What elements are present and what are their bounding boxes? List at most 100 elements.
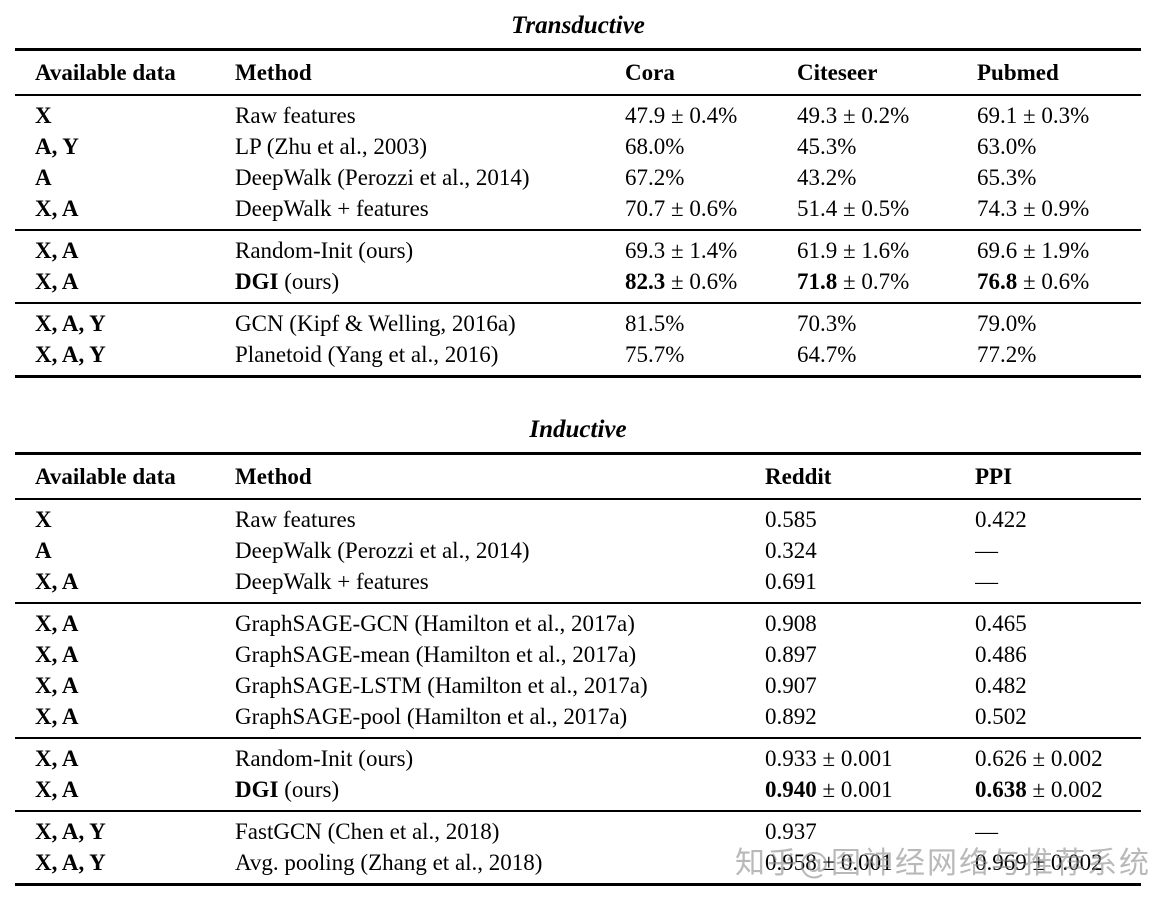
col-header-method: Method: [235, 453, 765, 500]
value-text: 77.2%: [977, 342, 1037, 367]
value-cell: 0.465: [975, 603, 1141, 639]
value-text: 70.7 ± 0.6%: [625, 196, 738, 221]
table-group: X, A Random-Init (ours) 69.3 ± 1.4% 61.9 ± …: [15, 230, 1141, 303]
table-row: X Raw features 47.9 ± 0.4% 49.3 ± 0.2% 69.1 …: [15, 95, 1141, 131]
value-text: 63.0%: [977, 134, 1037, 159]
method-name: DeepWalk (Perozzi et al., 2014): [235, 165, 530, 190]
table-group: X Raw features 47.9 ± 0.4% 49.3 ± 0.2% 69.1 …: [15, 95, 1141, 230]
value-text: 64.7%: [797, 342, 857, 367]
method-name-bold: DGI: [235, 269, 279, 294]
method-name: (ours): [278, 777, 340, 802]
method-name: DeepWalk (Perozzi et al., 2014): [235, 538, 530, 563]
value-text: —: [975, 819, 998, 844]
available-data-text: X, A: [35, 642, 79, 667]
value-cell: 70.3%: [797, 303, 977, 339]
value-cell: 79.0%: [977, 303, 1141, 339]
value-bold: 0.638: [975, 777, 1027, 802]
value-text: 43.2%: [797, 165, 857, 190]
table-header: Available data Method Reddit PPI: [15, 453, 1141, 500]
table-row: X, A, Y Planetoid (Yang et al., 2016) 75.7…: [15, 339, 1141, 377]
value-cell: 0.892: [765, 701, 975, 738]
available-data-text: X: [35, 507, 52, 532]
col-header-available-data: Available data: [15, 49, 235, 96]
value-cell: 0.940 ± 0.001: [765, 774, 975, 811]
available-data-text: X: [35, 103, 52, 128]
method-name: Raw features: [235, 507, 356, 532]
value-text: 0.324: [765, 538, 817, 563]
method-cell: Random-Init (ours): [235, 230, 625, 266]
method-cell: GraphSAGE-pool (Hamilton et al., 2017a): [235, 701, 765, 738]
value-text: 67.2%: [625, 165, 685, 190]
table-group: X, A Random-Init (ours) 0.933 ± 0.001 0.626…: [15, 738, 1141, 811]
table-row: A, Y LP (Zhu et al., 2003) 68.0% 45.3% 63.0%: [15, 131, 1141, 162]
available-data-text: X, A: [35, 611, 79, 636]
col-header-method: Method: [235, 49, 625, 96]
value-text: ± 0.6%: [1017, 269, 1090, 294]
available-data-text: X, A: [35, 673, 79, 698]
available-data-cell: X, A: [15, 603, 235, 639]
available-data-cell: X, A, Y: [15, 303, 235, 339]
method-name: GraphSAGE-pool (Hamilton et al., 2017a): [235, 704, 628, 729]
method-name-bold: DGI: [235, 777, 279, 802]
value-text: 45.3%: [797, 134, 857, 159]
method-cell: DeepWalk + features: [235, 193, 625, 230]
value-bold: 0.940: [765, 777, 817, 802]
value-cell: 68.0%: [625, 131, 797, 162]
available-data-text: X, A, Y: [35, 311, 106, 336]
value-text: 0.691: [765, 569, 817, 594]
method-cell: GraphSAGE-LSTM (Hamilton et al., 2017a): [235, 670, 765, 701]
value-cell: 0.324: [765, 535, 975, 566]
value-text: 0.933 ± 0.001: [765, 746, 893, 771]
value-cell: 69.6 ± 1.9%: [977, 230, 1141, 266]
value-text: 68.0%: [625, 134, 685, 159]
available-data-cell: A: [15, 162, 235, 193]
value-text: 65.3%: [977, 165, 1037, 190]
value-text: ± 0.001: [816, 777, 893, 802]
available-data-cell: X, A: [15, 774, 235, 811]
available-data-cell: X: [15, 95, 235, 131]
table-row: X, A GraphSAGE-pool (Hamilton et al., 201…: [15, 701, 1141, 738]
value-cell: 71.8 ± 0.7%: [797, 266, 977, 303]
value-text: 0.907: [765, 673, 817, 698]
value-cell: 65.3%: [977, 162, 1141, 193]
value-cell: 61.9 ± 1.6%: [797, 230, 977, 266]
method-name: GraphSAGE-LSTM (Hamilton et al., 2017a): [235, 673, 648, 698]
value-text: 0.908: [765, 611, 817, 636]
table-row: X, A DGI (ours) 82.3 ± 0.6% 71.8 ± 0.7% 76.8…: [15, 266, 1141, 303]
table-row: A DeepWalk (Perozzi et al., 2014) 67.2% 43.…: [15, 162, 1141, 193]
method-name: GraphSAGE-mean (Hamilton et al., 2017a): [235, 642, 637, 667]
value-cell: 0.958 ± 0.001: [765, 847, 975, 885]
value-cell: 76.8 ± 0.6%: [977, 266, 1141, 303]
value-text: 49.3 ± 0.2%: [797, 103, 910, 128]
value-text: 69.1 ± 0.3%: [977, 103, 1090, 128]
value-cell: —: [975, 535, 1141, 566]
table-row: X, A DeepWalk + features 70.7 ± 0.6% 51.4 ±…: [15, 193, 1141, 230]
value-text: 69.3 ± 1.4%: [625, 238, 738, 263]
available-data-cell: X, A: [15, 230, 235, 266]
transductive-results-table: Available data Method Cora Citeseer Pubm…: [15, 48, 1141, 378]
table-row: X, A, Y GCN (Kipf & Welling, 2016a) 81.5% 7…: [15, 303, 1141, 339]
available-data-text: X, A, Y: [35, 342, 106, 367]
value-cell: 0.937: [765, 811, 975, 847]
table-row: X, A Random-Init (ours) 69.3 ± 1.4% 61.9 ± …: [15, 230, 1141, 266]
available-data-text: X, A: [35, 746, 79, 771]
value-text: 75.7%: [625, 342, 685, 367]
method-cell: GCN (Kipf & Welling, 2016a): [235, 303, 625, 339]
value-text: 61.9 ± 1.6%: [797, 238, 910, 263]
available-data-cell: X, A, Y: [15, 339, 235, 377]
value-cell: 69.1 ± 0.3%: [977, 95, 1141, 131]
value-text: 0.465: [975, 611, 1027, 636]
method-cell: Random-Init (ours): [235, 738, 765, 774]
value-cell: 69.3 ± 1.4%: [625, 230, 797, 266]
value-cell: 0.638 ± 0.002: [975, 774, 1141, 811]
value-cell: 64.7%: [797, 339, 977, 377]
value-text: 0.585: [765, 507, 817, 532]
table-row: X, A, Y Avg. pooling (Zhang et al., 2018)…: [15, 847, 1141, 885]
value-cell: 43.2%: [797, 162, 977, 193]
method-name: LP (Zhu et al., 2003): [235, 134, 428, 159]
available-data-text: X, A, Y: [35, 819, 106, 844]
value-cell: 45.3%: [797, 131, 977, 162]
available-data-text: X, A: [35, 269, 79, 294]
available-data-text: X, A: [35, 196, 79, 221]
value-text: —: [975, 538, 998, 563]
